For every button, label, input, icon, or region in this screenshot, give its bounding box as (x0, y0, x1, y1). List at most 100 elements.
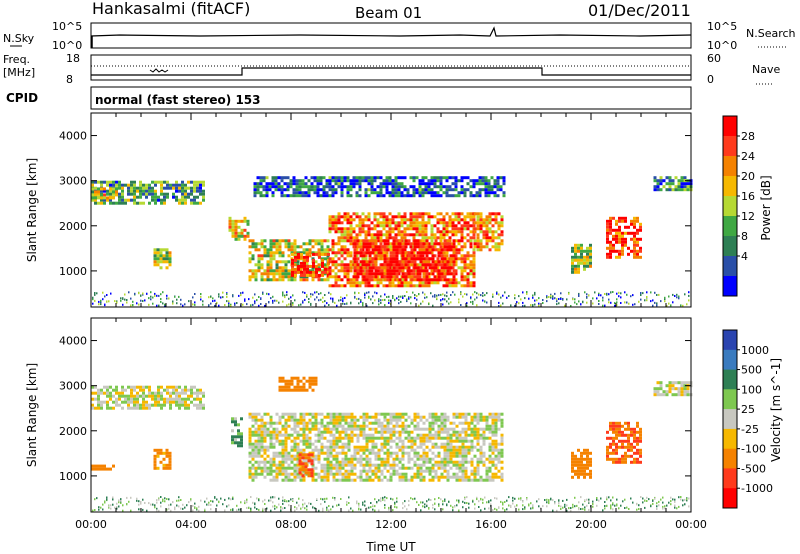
heatmap-cell (371, 448, 375, 452)
heatmap-cell (136, 195, 139, 199)
heatmap-cell (118, 195, 121, 199)
heatmap-cell (302, 382, 306, 386)
heatmap-cell (306, 264, 309, 268)
ground-scatter-cell (514, 294, 516, 297)
heatmap-cell (263, 251, 267, 255)
heatmap-cell (362, 278, 366, 282)
heatmap-cell (341, 451, 345, 455)
heatmap-cell (500, 424, 504, 428)
heatmap-cell (263, 254, 267, 258)
heatmap-cell (320, 251, 324, 255)
heatmap-cell (443, 442, 447, 446)
heatmap-cell (355, 179, 359, 183)
heatmap-cell (275, 451, 279, 455)
heatmap-cell (121, 201, 124, 205)
heatmap-cell (401, 451, 405, 455)
heatmap-cell (680, 179, 684, 183)
heatmap-cell (358, 194, 362, 198)
heatmap-cell (385, 182, 389, 186)
heatmap-cell (618, 228, 621, 232)
heatmap-cell (277, 185, 281, 189)
ground-scatter-cell (668, 295, 670, 298)
heatmap-cell (175, 189, 178, 193)
heatmap-cell (133, 394, 136, 398)
heatmap-cell (413, 451, 417, 455)
heatmap-cell (347, 421, 351, 425)
heatmap-cell (460, 260, 464, 264)
heatmap-cell (383, 424, 387, 428)
heatmap-cell (612, 216, 615, 220)
heatmap-cell (343, 263, 347, 267)
ground-scatter-cell (398, 298, 400, 301)
heatmap-cell (425, 445, 429, 449)
heatmap-cell (422, 439, 426, 443)
heatmap-cell (431, 412, 435, 416)
heatmap-cell (349, 242, 353, 246)
heatmap-cell (272, 475, 276, 479)
heatmap-cell (278, 433, 282, 437)
heatmap-cell (260, 439, 264, 443)
heatmap-cell (228, 225, 232, 229)
heatmap-cell (398, 445, 402, 449)
heatmap-cell (254, 412, 258, 416)
heatmap-cell (322, 176, 326, 180)
heatmap-cell (379, 236, 383, 240)
heatmap-cell (156, 254, 160, 258)
heatmap-cell (312, 264, 315, 268)
heatmap-cell (425, 457, 429, 461)
heatmap-cell (283, 176, 287, 180)
heatmap-cell (103, 193, 106, 197)
heatmap-cell (314, 439, 318, 443)
heatmap-cell (461, 412, 465, 416)
heatmap-cell (332, 466, 336, 470)
ground-scatter-cell (114, 300, 116, 303)
heatmap-cell (449, 278, 453, 282)
heatmap-cell (449, 427, 453, 431)
heatmap-cell (272, 275, 276, 279)
heatmap-cell (609, 246, 612, 250)
ground-scatter-cell (520, 298, 522, 301)
ground-scatter-cell (598, 294, 600, 297)
heatmap-cell (234, 441, 237, 445)
heatmap-cell (472, 179, 476, 183)
heatmap-cell (314, 427, 318, 431)
heatmap-cell (473, 412, 477, 416)
heatmap-cell (407, 445, 411, 449)
heatmap-cell (148, 183, 151, 187)
heatmap-cell (256, 185, 260, 189)
heatmap-cell (349, 278, 353, 282)
heatmap-cell (353, 433, 357, 437)
heatmap-cell (359, 269, 363, 273)
heatmap-cell (293, 445, 297, 449)
heatmap-cell (488, 475, 492, 479)
heatmap-cell (254, 472, 258, 476)
heatmap-cell (251, 445, 255, 449)
heatmap-cell (430, 269, 434, 273)
heatmap-cell (181, 391, 184, 395)
ground-scatter-cell (458, 301, 460, 304)
heatmap-cell (586, 258, 589, 262)
heatmap-cell (482, 224, 486, 228)
heatmap-cell (320, 245, 324, 249)
heatmap-cell (301, 185, 305, 189)
heatmap-cell (311, 412, 315, 416)
heatmap-cell (121, 183, 124, 187)
heatmap-cell (479, 245, 483, 249)
heatmap-cell (389, 439, 393, 443)
heatmap-cell (368, 436, 372, 440)
heatmap-cell (454, 251, 458, 255)
heatmap-cell (395, 421, 399, 425)
heatmap-cell (332, 418, 336, 422)
heatmap-cell (346, 251, 350, 255)
heatmap-cell (269, 469, 273, 473)
heatmap-cell (630, 249, 633, 253)
heatmap-cell (668, 176, 672, 180)
heatmap-cell (256, 191, 260, 195)
heatmap-cell (361, 230, 365, 234)
heatmap-cell (329, 463, 333, 467)
heatmap-cell (425, 239, 429, 243)
heatmap-cell (299, 478, 303, 482)
heatmap-cell (433, 185, 437, 189)
heatmap-cell (347, 472, 351, 476)
heatmap-cell (281, 469, 285, 473)
